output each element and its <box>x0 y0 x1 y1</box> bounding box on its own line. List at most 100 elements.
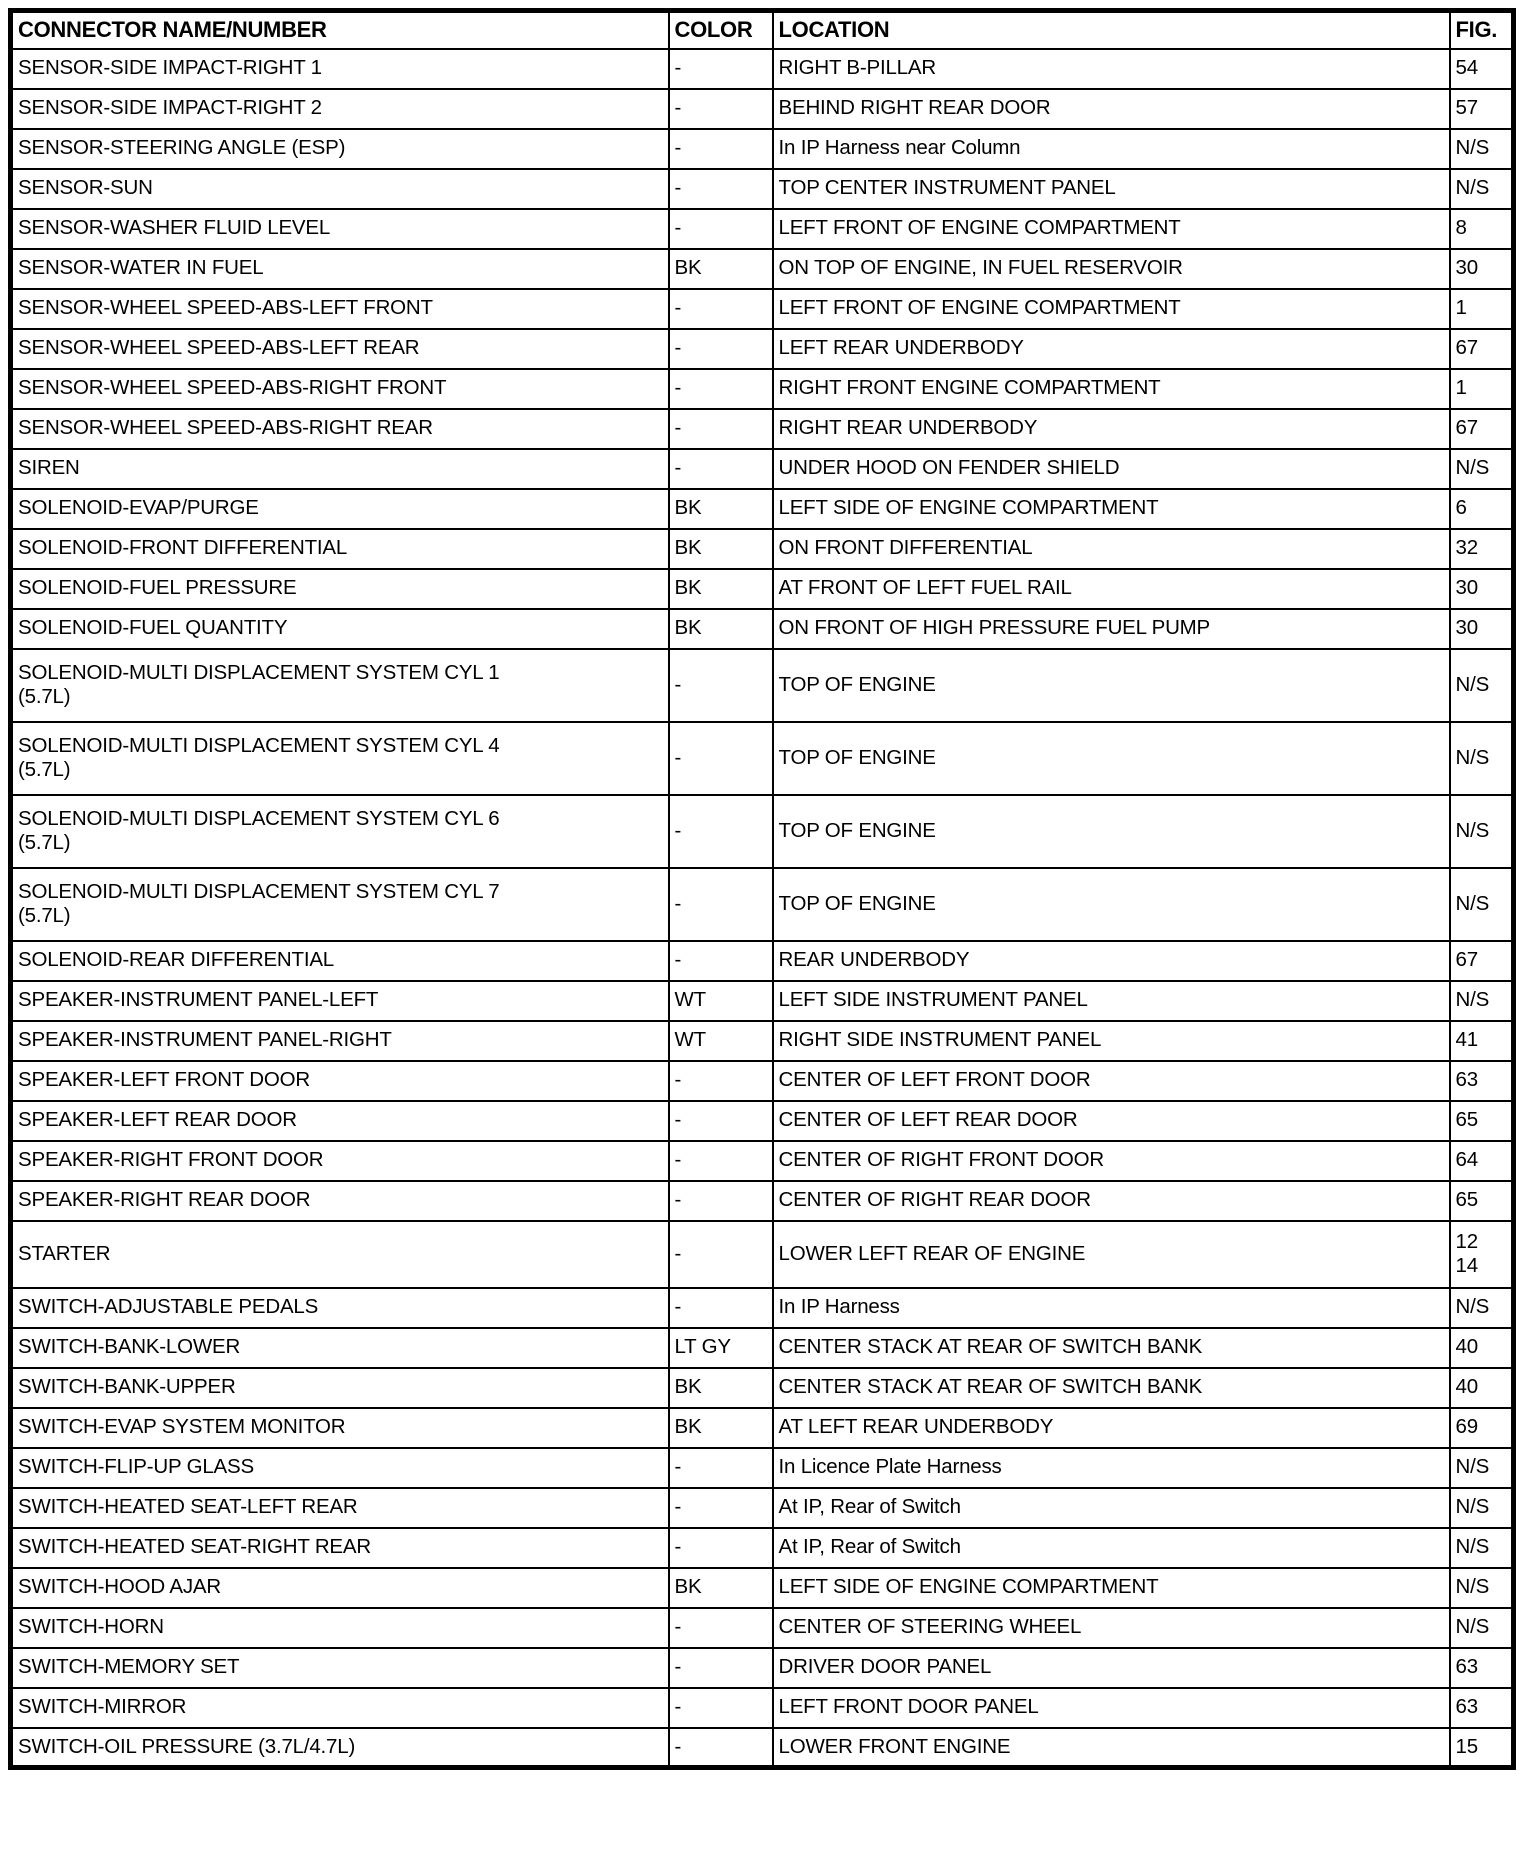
location-cell: CENTER OF LEFT FRONT DOOR <box>771 1059 1451 1102</box>
table-row: SPEAKER-INSTRUMENT PANEL-LEFT WT LEFT SIDE… <box>9 979 1515 1022</box>
connector-name-cell: SOLENOID-EVAP/PURGE <box>9 487 670 530</box>
table-row: SOLENOID-EVAP/PURGE BK LEFT SIDE OF ENGINE… <box>9 487 1515 530</box>
color-cell: BK <box>667 527 774 570</box>
color-cell: - <box>667 367 774 410</box>
fig-cell: N/S <box>1448 1606 1515 1649</box>
color-cell: - <box>667 407 774 450</box>
table-row: SOLENOID-MULTI DISPLACEMENT SYSTEM CYL 6… <box>9 793 1515 869</box>
fig-cell: 63 <box>1448 1686 1515 1729</box>
connector-name-cell: SPEAKER-INSTRUMENT PANEL-LEFT <box>9 979 670 1022</box>
color-cell: BK <box>667 1406 774 1449</box>
connector-name-cell: SENSOR-WATER IN FUEL <box>9 247 670 290</box>
fig-cell: N/S <box>1448 720 1515 796</box>
location-cell: At IP, Rear of Switch <box>771 1486 1451 1529</box>
color-cell: BK <box>667 567 774 610</box>
connector-name-cell: SENSOR-WHEEL SPEED-ABS-LEFT FRONT <box>9 287 670 330</box>
location-cell: ON FRONT OF HIGH PRESSURE FUEL PUMP <box>771 607 1451 650</box>
connector-name-cell: SENSOR-WHEEL SPEED-ABS-RIGHT FRONT <box>9 367 670 410</box>
table-row: SWITCH-ADJUSTABLE PEDALS - In IP Harness N/… <box>9 1286 1515 1329</box>
location-cell: ON TOP OF ENGINE, IN FUEL RESERVOIR <box>771 247 1451 290</box>
table-row: SENSOR-STEERING ANGLE (ESP) - In IP Harnes… <box>9 127 1515 170</box>
connector-name-cell: SOLENOID-MULTI DISPLACEMENT SYSTEM CYL 4… <box>9 720 670 796</box>
table-body: SENSOR-SIDE IMPACT-RIGHT 1- RIGHT B-PILLA… <box>9 47 1515 1769</box>
table-row: SENSOR-SUN - TOP CENTER INSTRUMENT PANEL N/… <box>9 167 1515 210</box>
fig-cell: 30 <box>1448 567 1515 610</box>
fig-cell: 30 <box>1448 247 1515 290</box>
fig-cell: N/S <box>1448 1286 1515 1329</box>
location-cell: CENTER OF RIGHT REAR DOOR <box>771 1179 1451 1222</box>
table-row: STARTER - LOWER LEFT REAR OF ENGINE 12 14 <box>9 1219 1515 1289</box>
connector-name-cell: SOLENOID-FRONT DIFFERENTIAL <box>9 527 670 570</box>
connector-name-cell: SWITCH-HORN <box>9 1606 670 1649</box>
location-cell: LEFT SIDE OF ENGINE COMPARTMENT <box>771 1566 1451 1609</box>
table-row: SWITCH-BANK-LOWER LT GY CENTER STACK AT RE… <box>9 1326 1515 1369</box>
location-cell: UNDER HOOD ON FENDER SHIELD <box>771 447 1451 490</box>
connector-name-cell: SOLENOID-MULTI DISPLACEMENT SYSTEM CYL 6… <box>9 793 670 869</box>
fig-cell: 40 <box>1448 1366 1515 1409</box>
table-row: SENSOR-WHEEL SPEED-ABS-RIGHT FRONT - RIGHT… <box>9 367 1515 410</box>
table-row: SWITCH-MIRROR - LEFT FRONT DOOR PANEL 63 <box>9 1686 1515 1729</box>
connector-name-cell: SENSOR-SIDE IMPACT-RIGHT 1 <box>9 47 670 90</box>
connector-name-cell: SPEAKER-LEFT FRONT DOOR <box>9 1059 670 1102</box>
connector-name-cell: SWITCH-OIL PRESSURE (3.7L/4.7L) <box>9 1726 670 1769</box>
table-header: CONNECTOR NAME/NUMBER COLOR LOCATION FIG… <box>9 9 1515 50</box>
fig-cell: 1 <box>1448 367 1515 410</box>
connector-name-cell: SENSOR-WASHER FLUID LEVEL <box>9 207 670 250</box>
fig-cell: N/S <box>1448 866 1515 942</box>
location-cell: CENTER STACK AT REAR OF SWITCH BANK <box>771 1366 1451 1409</box>
table-row: SENSOR-WATER IN FUEL BK ON TOP OF ENGINE, … <box>9 247 1515 290</box>
connector-name-cell: SENSOR-STEERING ANGLE (ESP) <box>9 127 670 170</box>
fig-cell: 6 <box>1448 487 1515 530</box>
location-cell: TOP OF ENGINE <box>771 866 1451 942</box>
color-cell: - <box>667 1486 774 1529</box>
connector-name-cell: SENSOR-SUN <box>9 167 670 210</box>
connector-name-cell: SOLENOID-MULTI DISPLACEMENT SYSTEM CYL 1… <box>9 647 670 723</box>
table-row: SOLENOID-FUEL PRESSURE BK AT FRONT OF LEFT… <box>9 567 1515 610</box>
location-cell: RIGHT REAR UNDERBODY <box>771 407 1451 450</box>
connector-location-table: CONNECTOR NAME/NUMBER COLOR LOCATION FIG… <box>8 8 1516 1770</box>
color-cell: - <box>667 720 774 796</box>
color-cell: BK <box>667 607 774 650</box>
fig-cell: 54 <box>1448 47 1515 90</box>
fig-cell: 63 <box>1448 1646 1515 1689</box>
color-cell: WT <box>667 979 774 1022</box>
fig-cell: N/S <box>1448 1486 1515 1529</box>
location-cell: TOP CENTER INSTRUMENT PANEL <box>771 167 1451 210</box>
table-row: SENSOR-SIDE IMPACT-RIGHT 2- BEHIND RIGHT … <box>9 87 1515 130</box>
fig-cell: 15 <box>1448 1726 1515 1769</box>
table-row: SOLENOID-REAR DIFFERENTIAL - REAR UNDERBOD… <box>9 939 1515 982</box>
color-cell: - <box>667 866 774 942</box>
fig-cell: 67 <box>1448 327 1515 370</box>
location-cell: CENTER OF STEERING WHEEL <box>771 1606 1451 1649</box>
fig-cell: 32 <box>1448 527 1515 570</box>
connector-name-cell: SOLENOID-FUEL QUANTITY <box>9 607 670 650</box>
table-row: SENSOR-SIDE IMPACT-RIGHT 1- RIGHT B-PILLA… <box>9 47 1515 90</box>
table-row: SWITCH-EVAP SYSTEM MONITOR BK AT LEFT REAR… <box>9 1406 1515 1449</box>
color-cell: - <box>667 447 774 490</box>
location-cell: TOP OF ENGINE <box>771 647 1451 723</box>
color-cell: - <box>667 1059 774 1102</box>
color-cell: - <box>667 47 774 90</box>
table-row: SWITCH-BANK-UPPER BK CENTER STACK AT REAR … <box>9 1366 1515 1409</box>
connector-name-cell: SWITCH-FLIP-UP GLASS <box>9 1446 670 1489</box>
color-cell: - <box>667 87 774 130</box>
fig-cell: 65 <box>1448 1099 1515 1142</box>
location-cell: At IP, Rear of Switch <box>771 1526 1451 1569</box>
location-cell: TOP OF ENGINE <box>771 793 1451 869</box>
connector-name-cell: SWITCH-MIRROR <box>9 1686 670 1729</box>
location-cell: In Licence Plate Harness <box>771 1446 1451 1489</box>
connector-name-cell: SWITCH-ADJUSTABLE PEDALS <box>9 1286 670 1329</box>
color-cell: BK <box>667 487 774 530</box>
color-cell: - <box>667 207 774 250</box>
column-header-location: LOCATION <box>771 9 1451 50</box>
fig-cell: N/S <box>1448 127 1515 170</box>
location-cell: BEHIND RIGHT REAR DOOR <box>771 87 1451 130</box>
color-cell: - <box>667 793 774 869</box>
table-row: SOLENOID-MULTI DISPLACEMENT SYSTEM CYL 4… <box>9 720 1515 796</box>
location-cell: RIGHT SIDE INSTRUMENT PANEL <box>771 1019 1451 1062</box>
fig-cell: N/S <box>1448 447 1515 490</box>
fig-cell: 67 <box>1448 407 1515 450</box>
fig-cell: 1 <box>1448 287 1515 330</box>
location-cell: LEFT FRONT DOOR PANEL <box>771 1686 1451 1729</box>
color-cell: - <box>667 1646 774 1689</box>
